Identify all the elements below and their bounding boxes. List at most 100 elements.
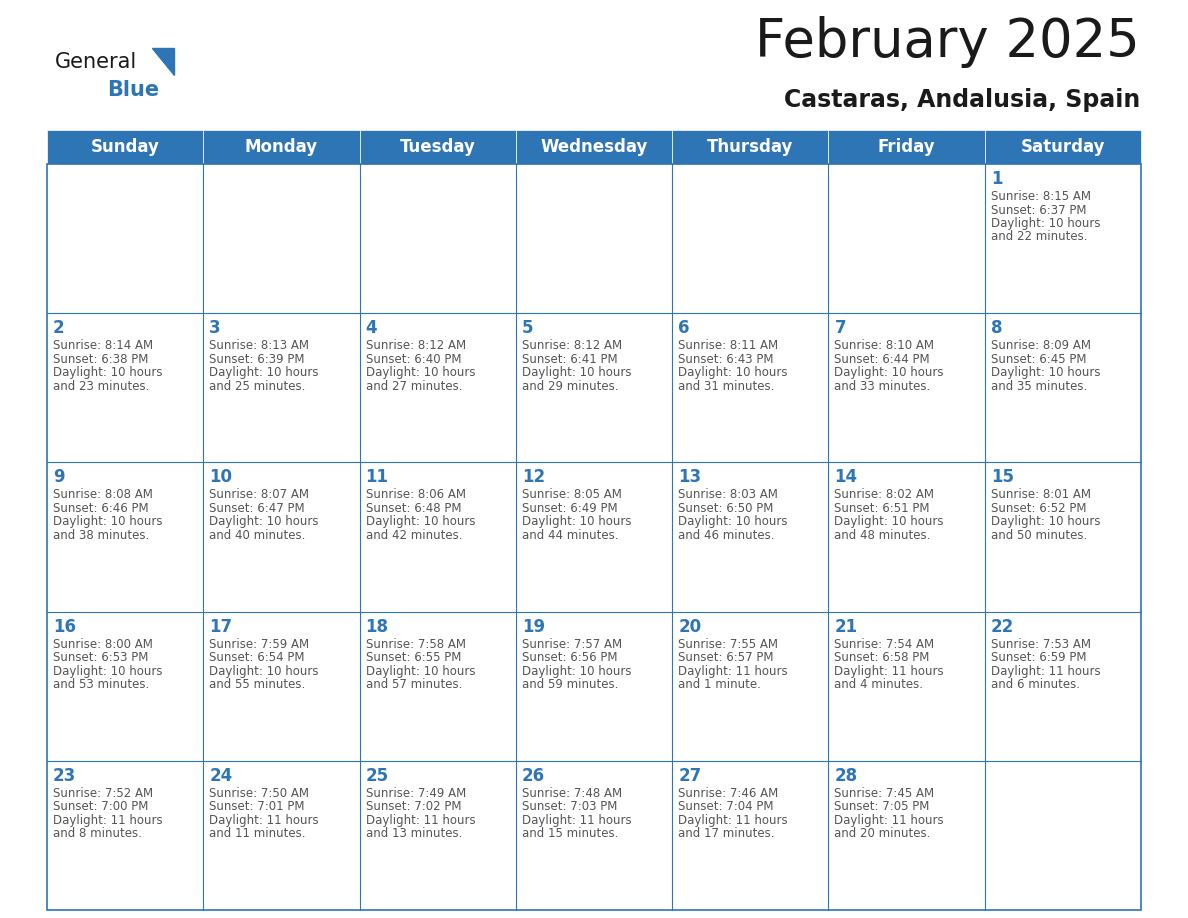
Polygon shape <box>152 48 173 75</box>
Text: Sunrise: 7:46 AM: Sunrise: 7:46 AM <box>678 787 778 800</box>
Text: 6: 6 <box>678 319 690 337</box>
Text: Daylight: 10 hours: Daylight: 10 hours <box>834 366 944 379</box>
Text: Daylight: 11 hours: Daylight: 11 hours <box>678 665 788 677</box>
Text: and 15 minutes.: and 15 minutes. <box>522 827 618 840</box>
Text: 14: 14 <box>834 468 858 487</box>
Text: and 22 minutes.: and 22 minutes. <box>991 230 1087 243</box>
Text: Sunset: 6:40 PM: Sunset: 6:40 PM <box>366 353 461 365</box>
Text: Daylight: 10 hours: Daylight: 10 hours <box>209 665 318 677</box>
Text: 4: 4 <box>366 319 378 337</box>
Text: 28: 28 <box>834 767 858 785</box>
Text: Sunset: 6:50 PM: Sunset: 6:50 PM <box>678 502 773 515</box>
Text: 9: 9 <box>53 468 64 487</box>
Text: and 20 minutes.: and 20 minutes. <box>834 827 931 840</box>
Text: Daylight: 10 hours: Daylight: 10 hours <box>209 515 318 529</box>
Text: 10: 10 <box>209 468 233 487</box>
Text: and 23 minutes.: and 23 minutes. <box>53 380 150 393</box>
Text: Daylight: 10 hours: Daylight: 10 hours <box>991 515 1100 529</box>
Text: and 59 minutes.: and 59 minutes. <box>522 678 618 691</box>
Text: Sunset: 6:55 PM: Sunset: 6:55 PM <box>366 651 461 664</box>
Text: Sunrise: 7:53 AM: Sunrise: 7:53 AM <box>991 638 1091 651</box>
Text: 13: 13 <box>678 468 701 487</box>
Text: Sunrise: 8:14 AM: Sunrise: 8:14 AM <box>53 339 153 353</box>
Text: and 44 minutes.: and 44 minutes. <box>522 529 619 542</box>
Text: Daylight: 10 hours: Daylight: 10 hours <box>209 366 318 379</box>
Text: Sunrise: 8:12 AM: Sunrise: 8:12 AM <box>522 339 623 353</box>
Text: Tuesday: Tuesday <box>400 138 475 156</box>
Text: Daylight: 10 hours: Daylight: 10 hours <box>366 366 475 379</box>
Bar <box>48 130 203 164</box>
Text: and 17 minutes.: and 17 minutes. <box>678 827 775 840</box>
Text: and 55 minutes.: and 55 minutes. <box>209 678 305 691</box>
Text: and 4 minutes.: and 4 minutes. <box>834 678 923 691</box>
Text: 1: 1 <box>991 170 1003 188</box>
Text: 18: 18 <box>366 618 388 635</box>
Text: and 8 minutes.: and 8 minutes. <box>53 827 141 840</box>
Text: and 42 minutes.: and 42 minutes. <box>366 529 462 542</box>
Text: Sunrise: 7:55 AM: Sunrise: 7:55 AM <box>678 638 778 651</box>
Text: Daylight: 10 hours: Daylight: 10 hours <box>522 366 631 379</box>
Text: Sunset: 6:57 PM: Sunset: 6:57 PM <box>678 651 773 664</box>
Text: 11: 11 <box>366 468 388 487</box>
Text: Daylight: 11 hours: Daylight: 11 hours <box>834 665 944 677</box>
Text: Sunset: 6:47 PM: Sunset: 6:47 PM <box>209 502 305 515</box>
Text: Sunrise: 8:13 AM: Sunrise: 8:13 AM <box>209 339 309 353</box>
Bar <box>360 130 516 164</box>
Text: 12: 12 <box>522 468 545 487</box>
Text: Sunset: 6:39 PM: Sunset: 6:39 PM <box>209 353 305 365</box>
Text: Sunrise: 8:10 AM: Sunrise: 8:10 AM <box>834 339 935 353</box>
Text: Castaras, Andalusia, Spain: Castaras, Andalusia, Spain <box>784 88 1140 112</box>
Text: Sunset: 6:37 PM: Sunset: 6:37 PM <box>991 204 1086 217</box>
Text: Wednesday: Wednesday <box>541 138 647 156</box>
Text: and 40 minutes.: and 40 minutes. <box>209 529 305 542</box>
Bar <box>985 130 1140 164</box>
Text: Sunset: 6:41 PM: Sunset: 6:41 PM <box>522 353 618 365</box>
Text: 20: 20 <box>678 618 701 635</box>
Text: Sunset: 6:59 PM: Sunset: 6:59 PM <box>991 651 1086 664</box>
Text: Daylight: 10 hours: Daylight: 10 hours <box>678 366 788 379</box>
Text: Daylight: 11 hours: Daylight: 11 hours <box>522 813 632 827</box>
Text: Sunset: 6:49 PM: Sunset: 6:49 PM <box>522 502 618 515</box>
Text: Sunrise: 7:49 AM: Sunrise: 7:49 AM <box>366 787 466 800</box>
Text: Daylight: 11 hours: Daylight: 11 hours <box>678 813 788 827</box>
Text: Sunrise: 7:54 AM: Sunrise: 7:54 AM <box>834 638 935 651</box>
Text: Sunrise: 8:15 AM: Sunrise: 8:15 AM <box>991 190 1091 203</box>
Text: Thursday: Thursday <box>707 138 794 156</box>
Text: Sunrise: 8:08 AM: Sunrise: 8:08 AM <box>53 488 153 501</box>
Text: General: General <box>55 52 138 72</box>
Text: Daylight: 11 hours: Daylight: 11 hours <box>991 665 1100 677</box>
Text: Daylight: 11 hours: Daylight: 11 hours <box>366 813 475 827</box>
Text: Sunrise: 8:09 AM: Sunrise: 8:09 AM <box>991 339 1091 353</box>
Text: 25: 25 <box>366 767 388 785</box>
Text: Sunset: 6:58 PM: Sunset: 6:58 PM <box>834 651 930 664</box>
Text: 5: 5 <box>522 319 533 337</box>
Text: Sunrise: 7:52 AM: Sunrise: 7:52 AM <box>53 787 153 800</box>
Text: Sunrise: 8:06 AM: Sunrise: 8:06 AM <box>366 488 466 501</box>
Text: Sunset: 7:00 PM: Sunset: 7:00 PM <box>53 800 148 813</box>
Text: 7: 7 <box>834 319 846 337</box>
Bar <box>48 164 1140 910</box>
Text: and 35 minutes.: and 35 minutes. <box>991 380 1087 393</box>
Text: and 25 minutes.: and 25 minutes. <box>209 380 305 393</box>
Text: Sunset: 6:53 PM: Sunset: 6:53 PM <box>53 651 148 664</box>
Text: 16: 16 <box>53 618 76 635</box>
Text: Monday: Monday <box>245 138 318 156</box>
Text: and 13 minutes.: and 13 minutes. <box>366 827 462 840</box>
Text: 19: 19 <box>522 618 545 635</box>
Text: Blue: Blue <box>107 80 159 100</box>
Text: and 29 minutes.: and 29 minutes. <box>522 380 619 393</box>
Text: Daylight: 10 hours: Daylight: 10 hours <box>522 515 631 529</box>
Text: and 33 minutes.: and 33 minutes. <box>834 380 930 393</box>
Text: and 57 minutes.: and 57 minutes. <box>366 678 462 691</box>
Bar <box>828 130 985 164</box>
Text: Sunset: 7:03 PM: Sunset: 7:03 PM <box>522 800 618 813</box>
Text: Sunset: 6:51 PM: Sunset: 6:51 PM <box>834 502 930 515</box>
Text: 27: 27 <box>678 767 701 785</box>
Text: Sunset: 7:04 PM: Sunset: 7:04 PM <box>678 800 773 813</box>
Text: Daylight: 10 hours: Daylight: 10 hours <box>678 515 788 529</box>
Text: 21: 21 <box>834 618 858 635</box>
Text: and 53 minutes.: and 53 minutes. <box>53 678 150 691</box>
Text: Sunrise: 8:01 AM: Sunrise: 8:01 AM <box>991 488 1091 501</box>
Text: 23: 23 <box>53 767 76 785</box>
Text: 22: 22 <box>991 618 1015 635</box>
